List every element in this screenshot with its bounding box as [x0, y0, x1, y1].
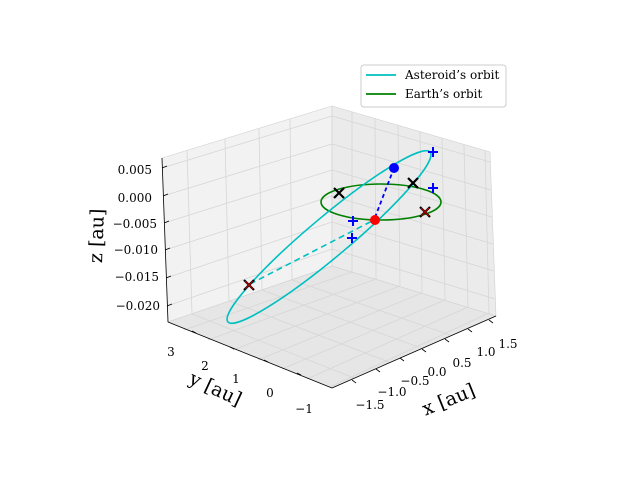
grid-line: [257, 292, 423, 361]
grid-line: [463, 144, 469, 308]
grid: [161, 112, 496, 388]
grid-line: [191, 313, 355, 379]
z-tick-label: 0.000: [118, 191, 152, 205]
y-tick-label: 1: [232, 372, 240, 386]
grid-line: [258, 127, 263, 291]
z-tick-label: −0.020: [116, 299, 160, 313]
earth-position-point: [370, 215, 380, 225]
x-tick-label: −1.5: [355, 398, 384, 412]
legend-label-asteroid: Asteroid’s orbit: [404, 68, 499, 82]
y-tick: [191, 330, 197, 334]
z-axis-label: z [au]: [85, 208, 109, 263]
grid-line: [162, 143, 333, 197]
grid-line: [207, 278, 377, 341]
y-tick-label: 0: [266, 386, 274, 400]
x-tick-label: 0.0: [427, 365, 446, 379]
z-tick: [161, 165, 168, 169]
grid-line: [331, 143, 492, 191]
grid-line: [228, 300, 390, 363]
plus-marker: [428, 147, 438, 157]
x-tick-label: 0.5: [452, 356, 471, 370]
y-tick: [296, 372, 302, 376]
earth-orbit-line: [320, 183, 442, 221]
grid-line: [163, 169, 333, 224]
x-tick-label: 1.0: [476, 345, 495, 359]
z-tick-label: 0.005: [118, 163, 152, 177]
x-marker-red: [244, 280, 254, 290]
grid-line: [484, 150, 490, 314]
y-tick-label: −1: [295, 402, 313, 416]
grid-line: [441, 137, 446, 301]
grid-line: [166, 248, 333, 307]
y-tick: [263, 359, 269, 363]
x-marker: [407, 177, 419, 189]
grid-line: [164, 195, 333, 251]
x-tick: [467, 328, 473, 333]
grid-line: [161, 115, 333, 169]
grid-line: [329, 312, 490, 388]
grid-line: [374, 118, 377, 280]
y-tick: [229, 346, 235, 350]
grid-line: [306, 306, 469, 380]
asteroid-position-point: [389, 163, 399, 173]
z-tick: [163, 220, 170, 224]
z-tick: [164, 247, 171, 251]
y-tick-label: 2: [201, 359, 209, 373]
z-tick-label: −0.015: [115, 270, 159, 284]
grid-line: [261, 289, 422, 349]
x-marker-red: [420, 207, 430, 217]
z-tick-label: −0.010: [114, 243, 158, 257]
z-tick: [165, 275, 172, 279]
y-tick-label: 3: [167, 345, 175, 359]
grid-line: [183, 271, 353, 331]
plus-marker: [347, 233, 357, 243]
x-tick: [375, 368, 381, 373]
x-marker: [333, 187, 345, 199]
plus-marker: [428, 183, 438, 193]
z-axis-line: [161, 157, 169, 323]
plus-marker: [348, 216, 358, 226]
x-tick: [444, 338, 450, 343]
plus-markers: [347, 147, 438, 243]
z-tick: [166, 303, 173, 307]
x-tick: [421, 348, 427, 353]
grid-line: [331, 115, 491, 163]
x-tick: [488, 319, 494, 324]
z-tick-label: −0.005: [113, 217, 157, 231]
x-tick: [351, 379, 357, 384]
x-tick-label: −1.0: [377, 385, 406, 399]
grid-line: [291, 279, 451, 336]
grid-line: [289, 118, 293, 281]
grid-line: [397, 124, 401, 287]
x-tick-label: −0.5: [400, 374, 429, 388]
grid-line: [232, 285, 401, 351]
x-tick-label: 1.5: [498, 337, 517, 351]
grid-line: [186, 149, 193, 315]
x-axis-line: [331, 315, 497, 389]
grid-line: [281, 299, 446, 370]
grid-line: [224, 138, 230, 302]
distance-dashed-line: [373, 167, 395, 221]
grid-line: [419, 131, 423, 294]
x-tick: [399, 357, 405, 362]
z-tick: [162, 193, 169, 197]
legend: Asteroid’s orbit Earth’s orbit: [360, 64, 507, 108]
x-markers: [243, 177, 431, 291]
legend-box: [360, 64, 507, 108]
legend-label-earth: Earth’s orbit: [405, 87, 482, 101]
asteroid-projection-dashed-line: [249, 219, 375, 285]
